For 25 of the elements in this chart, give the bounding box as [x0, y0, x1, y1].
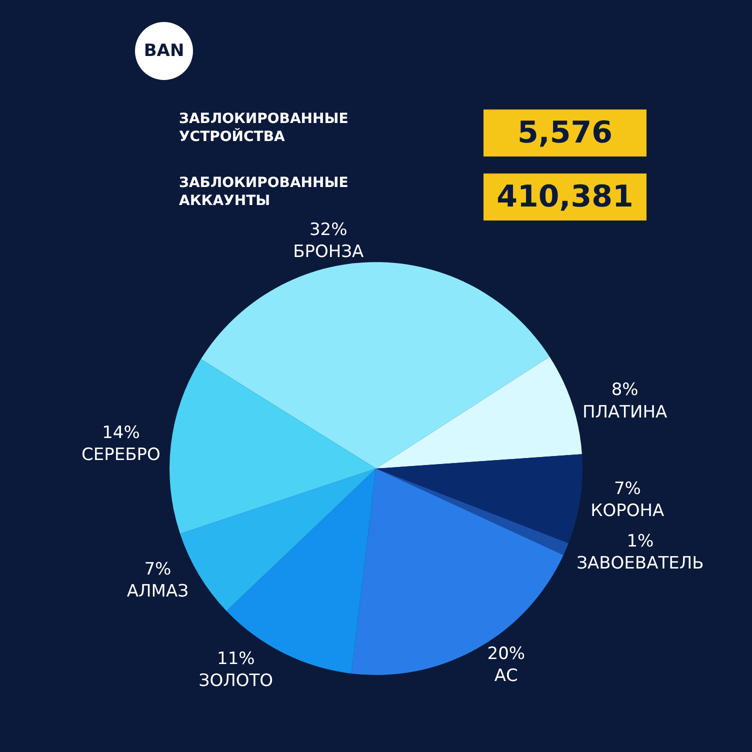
- data-label: 14%: [102, 422, 140, 443]
- pie-slice: [376, 356, 582, 469]
- text: 5,576: [518, 116, 612, 150]
- text: ЗАБЛОКИРОВАННЫЕ УСТРОЙСТВА: [179, 111, 348, 146]
- slice-label: ПЛАТИНА: [582, 402, 668, 422]
- slice-label: СЕРЕБРО: [82, 444, 160, 465]
- slice-label: ЗАВОЕВАТЕЛЬ: [576, 554, 704, 574]
- data-label: 20%: [487, 644, 526, 664]
- data-label: 7%: [614, 478, 641, 499]
- text: ЗАБЛОКИРОВАННЫЕ АККАУНТЫ: [179, 175, 348, 210]
- text: 410,381: [496, 180, 634, 214]
- slice-label: КОРОНА: [590, 500, 665, 521]
- slice-label: БРОНЗА: [293, 242, 364, 262]
- data-label: 7%: [144, 559, 172, 580]
- data-label: 32%: [309, 220, 348, 240]
- pie-slice: [170, 359, 376, 534]
- pie-slice: [200, 262, 550, 469]
- slice-label: ЗОЛОТО: [198, 671, 274, 692]
- pie-slice: [376, 454, 582, 544]
- data-label: 11%: [217, 648, 255, 669]
- data-label: 1%: [626, 531, 654, 552]
- pie-slice: [376, 468, 569, 556]
- slice-label: АЛМАЗ: [126, 582, 188, 602]
- slice-label: АС: [494, 666, 518, 686]
- data-label: 8%: [611, 380, 638, 400]
